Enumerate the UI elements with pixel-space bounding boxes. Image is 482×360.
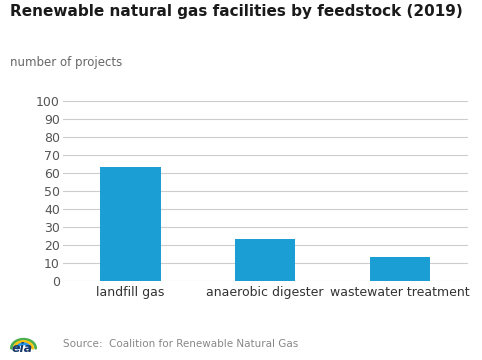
Text: Source:  Coalition for Renewable Natural Gas: Source: Coalition for Renewable Natural …: [63, 339, 298, 349]
Text: eia: eia: [12, 342, 33, 355]
Text: Renewable natural gas facilities by feedstock (2019): Renewable natural gas facilities by feed…: [10, 4, 462, 19]
Bar: [100, 167, 161, 281]
Bar: [235, 239, 295, 281]
Text: number of projects: number of projects: [10, 56, 122, 69]
Bar: [370, 257, 430, 281]
